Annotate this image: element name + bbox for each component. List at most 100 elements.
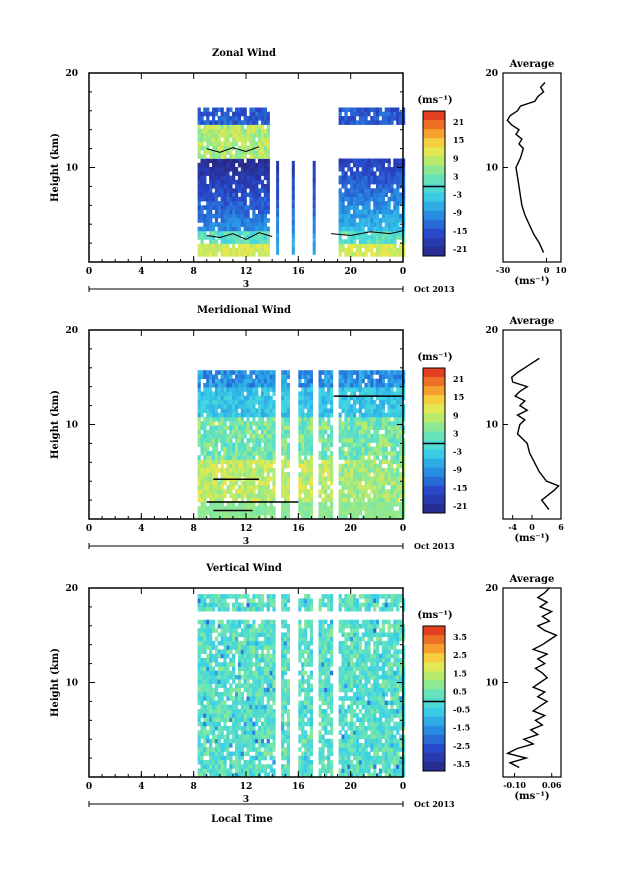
- heatmap-cell: [321, 768, 325, 774]
- heatmap-cell: [321, 717, 325, 723]
- heatmap-cell: [249, 382, 253, 388]
- heatmap-cell: [321, 472, 325, 477]
- heatmap-cell: [344, 412, 348, 418]
- heatmap-cell: [240, 768, 244, 774]
- heatmap-cell: [330, 476, 334, 482]
- heatmap-cell: [255, 463, 259, 469]
- heatmap-cell: [341, 179, 345, 185]
- heatmap-cell: [206, 196, 210, 202]
- heatmap-cell: [361, 493, 365, 499]
- heatmap-cell: [276, 186, 280, 191]
- heatmap-cell: [344, 399, 348, 405]
- heatmap-cell: [249, 421, 253, 426]
- heatmap-cell: [235, 196, 239, 202]
- heatmap-cell: [232, 451, 236, 456]
- heatmap-cell: [212, 451, 216, 456]
- heatmap-cell: [361, 213, 365, 219]
- heatmap-cell: [255, 666, 259, 671]
- heatmap-cell: [258, 489, 262, 494]
- heatmap-cell: [373, 472, 377, 477]
- heatmap-cell: [220, 133, 224, 138]
- heatmap-cell: [214, 184, 219, 189]
- heatmap-cell: [376, 485, 380, 490]
- heatmap-cell: [212, 645, 216, 650]
- heatmap-cell: [229, 463, 233, 469]
- heatmap-cell: [304, 438, 308, 443]
- heatmap-cell: [217, 480, 221, 486]
- heatmap-cell: [240, 247, 244, 253]
- heatmap-cell: [229, 408, 233, 413]
- heatmap-cell: [249, 205, 253, 210]
- heatmap-cell: [364, 451, 368, 456]
- heatmap-cell: [206, 374, 210, 379]
- heatmap-cell: [197, 760, 201, 765]
- heatmap-cell: [399, 226, 403, 232]
- heatmap-cell: [321, 726, 325, 731]
- heatmap-cell: [307, 408, 311, 413]
- heatmap-cell: [341, 107, 345, 113]
- heatmap-cell: [226, 387, 230, 392]
- heatmap-cell: [206, 412, 210, 418]
- heatmap-cell: [276, 182, 280, 187]
- heatmap-cell: [243, 429, 247, 435]
- heatmap-cell: [344, 175, 348, 181]
- heatmap-cell: [338, 412, 342, 418]
- heatmap-cell: [364, 252, 368, 257]
- heatmap-cell: [344, 382, 348, 388]
- heatmap-cell: [246, 687, 250, 693]
- heatmap-cell: [298, 506, 302, 511]
- heatmap-cell: [399, 387, 403, 392]
- heatmap-cell: [200, 196, 204, 202]
- heatmap-cell: [214, 700, 219, 706]
- heatmap-cell: [220, 764, 224, 769]
- heatmap-cell: [286, 399, 290, 405]
- heatmap-cell: [341, 451, 345, 456]
- heatmap-cell: [298, 459, 302, 465]
- heatmap-cell: [301, 404, 305, 409]
- heatmap-cell: [214, 446, 219, 452]
- heatmap-cell: [220, 709, 224, 714]
- heatmap-cell: [393, 179, 397, 185]
- colorbar-segment: [423, 404, 445, 414]
- heatmap-cell: [258, 709, 262, 714]
- heatmap-cell: [396, 387, 400, 392]
- heatmap-cell: [330, 493, 334, 499]
- heatmap-cell: [269, 455, 273, 460]
- heatmap-cell: [338, 192, 342, 198]
- heatmap-cell: [209, 687, 213, 693]
- heatmap-cell: [298, 391, 302, 396]
- heatmap-cell: [272, 734, 276, 740]
- heatmap-cell: [260, 137, 265, 142]
- heatmap-cell: [269, 451, 273, 456]
- heatmap-cell: [252, 747, 256, 752]
- heatmap-cell: [223, 404, 227, 409]
- heatmap-cell: [263, 239, 267, 244]
- heatmap-cell: [235, 764, 239, 769]
- heatmap-cell: [226, 768, 230, 774]
- heatmap-cell: [197, 247, 201, 253]
- heatmap-cell: [260, 252, 265, 257]
- heatmap-cell: [217, 416, 221, 422]
- heatmap-cell: [258, 713, 262, 718]
- heatmap-cell: [260, 472, 265, 477]
- heatmap-cell: [399, 395, 403, 401]
- heatmap-cell: [240, 421, 244, 426]
- heatmap-cell: [301, 433, 305, 439]
- heatmap-cell: [330, 433, 334, 439]
- heatmap-cell: [223, 133, 227, 138]
- heatmap-cell: [209, 743, 213, 748]
- heatmap-cell: [229, 455, 233, 460]
- heatmap-cell: [376, 378, 380, 384]
- heatmap-cell: [281, 404, 285, 409]
- heatmap-cell: [249, 768, 253, 774]
- heatmap-cell: [341, 158, 345, 164]
- heatmap-cell: [304, 510, 308, 516]
- heatmap-cell: [237, 205, 242, 210]
- heatmap-cell: [223, 747, 227, 752]
- heatmap-cell: [249, 201, 253, 206]
- heatmap-cell: [197, 374, 201, 379]
- heatmap-cell: [269, 382, 273, 388]
- heatmap-cell: [197, 700, 201, 706]
- heatmap-cell: [237, 429, 242, 435]
- heatmap-cell: [214, 645, 219, 650]
